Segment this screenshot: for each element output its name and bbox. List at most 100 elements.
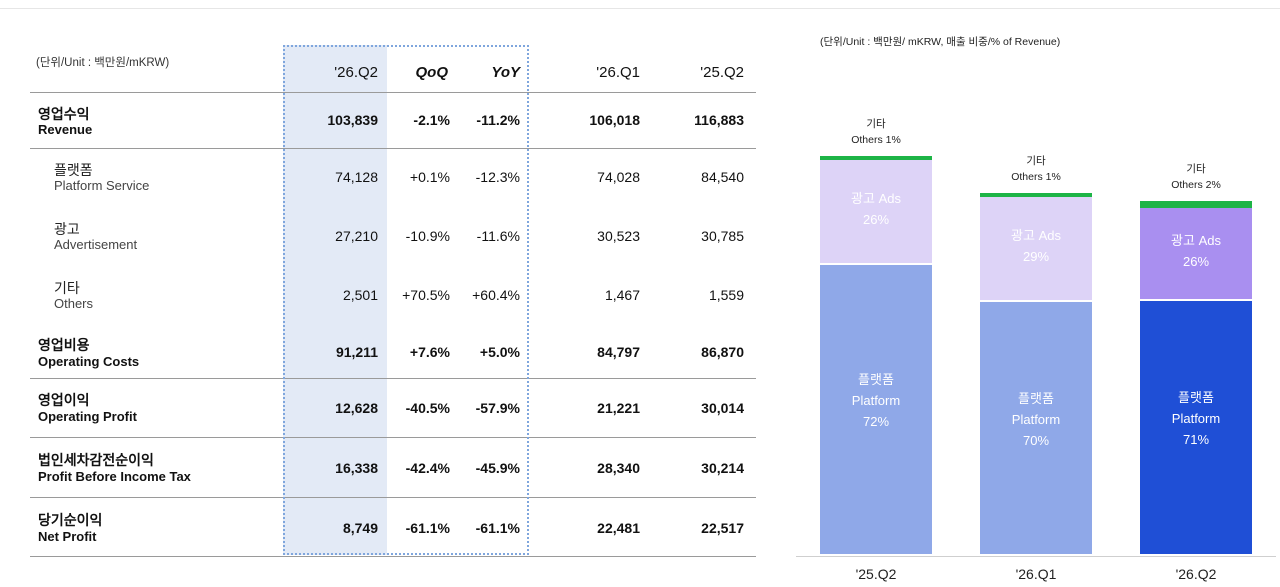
cell-26q2: 8,749 [342,520,378,536]
row-divider [30,148,756,149]
table-row-others: 기타 Others 2,501 +70.5% +60.4% 1,467 1,55… [30,278,756,318]
table-row-advertisement: 광고 Advertisement 27,210 -10.9% -11.6% 30… [30,219,756,259]
table-bottom-divider [30,556,756,557]
cell-yoy: -12.3% [475,169,520,185]
current-quarter-highlight [283,45,387,555]
cell-25q2: 86,870 [701,344,744,360]
bar-segment-ads-2 [1140,207,1252,300]
cell-qoq: +0.1% [409,169,450,185]
table-header: (단위/Unit : 백만원/mKRW) '26.Q2 QoQ YoY '26.… [30,44,756,92]
header-qoq: QoQ [415,64,449,81]
chart-unit-label: (단위/Unit : 백만원/ mKRW, 매출 비중/% of Revenue… [820,36,1061,48]
table-row-net-profit: 당기순이익 Net Profit 8,749 -61.1% -61.1% 22,… [30,510,756,550]
row-label-en: Others [54,296,94,311]
row-label-en: Advertisement [54,237,138,252]
cell-26q1: 28,340 [597,460,640,476]
current-quarter-dotted-box [283,45,529,555]
row-label-ko: 법인세차감전순이익 [38,452,154,468]
cell-25q2: 22,517 [701,520,744,536]
cell-yoy: +5.0% [479,344,520,360]
cell-26q2: 16,338 [335,460,378,476]
bar-label-platform-0: 플랫폼 Platform 72% [851,372,901,430]
bar-segment-platform-2 [1140,301,1252,554]
cell-26q1: 22,481 [597,520,640,536]
cell-yoy: -11.2% [476,112,520,128]
cell-26q1: 106,018 [589,112,640,128]
row-label-ko: 영업비용 [38,337,90,353]
x-axis-label-1: '26.Q1 [1015,566,1057,582]
cell-qoq: -2.1% [413,112,450,128]
bar-segment-others-2 [1140,200,1252,208]
cell-25q2: 30,214 [701,460,744,476]
cell-25q2: 116,883 [694,112,744,128]
cell-26q1: 21,221 [597,400,640,416]
cell-qoq: -42.4% [405,460,450,476]
cell-qoq: +7.6% [409,344,450,360]
header-yoy: YoY [491,64,520,81]
cell-qoq: +70.5% [402,287,450,303]
bar-segment-others-1 [980,192,1092,197]
cell-25q2: 1,559 [708,287,744,303]
bar-label-platform-1: 플랫폼 Platform 70% [1011,390,1061,448]
table-row-operating-costs: 영업비용 Operating Costs 91,211 +7.6% +5.0% … [30,335,756,375]
row-divider [30,378,756,379]
bar-label-others-2: 기타 Others 2% [1171,162,1221,191]
cell-yoy: +60.4% [472,287,520,303]
row-divider [30,497,756,498]
x-axis-label-0: '25.Q2 [855,566,897,582]
cell-26q2: 27,210 [335,228,378,244]
cell-26q2: 74,128 [335,169,378,185]
row-label-ko: 영업수익 [38,106,90,122]
bar-segment-ads-1 [980,196,1092,300]
row-label-ko: 기타 [54,280,80,296]
cell-qoq: -61.1% [405,520,450,536]
row-label-en: Operating Profit [38,409,137,424]
bar-label-others-0: 기타 Others 1% [851,118,901,146]
cell-25q2: 30,785 [701,228,744,244]
cell-26q1: 1,467 [604,287,640,303]
row-label-en: Platform Service [54,178,150,193]
row-label-en: Operating Costs [38,354,140,369]
cell-yoy: -45.9% [475,460,520,476]
bar-label-others-1: 기타 Others 1% [1011,154,1061,183]
header-divider [30,92,756,93]
cell-26q2: 91,211 [335,344,378,360]
cell-yoy: -57.9% [475,400,520,416]
row-label-ko: 영업이익 [38,392,90,408]
header-26q1: '26.Q1 [596,64,640,81]
cell-26q2: 2,501 [342,287,378,303]
bar-label-platform-2: 플랫폼 Platform 71% [1171,390,1221,448]
cell-26q2: 103,839 [327,112,378,128]
header-26q2: '26.Q2 [334,64,378,81]
row-label-en: Profit Before Income Tax [38,469,191,484]
top-divider [0,8,1280,9]
cell-26q1: 30,523 [597,228,640,244]
table-row-operating-profit: 영업이익 Operating Profit 12,628 -40.5% -57.… [30,390,756,430]
cell-26q1: 84,797 [597,344,640,360]
cell-25q2: 84,540 [701,169,744,185]
row-label-en: Revenue [38,122,93,137]
bar-label-ads-2: 광고 Ads 26% [1171,232,1221,269]
table-row-profit-before-tax: 법인세차감전순이익 Profit Before Income Tax 16,33… [30,450,756,490]
cell-yoy: -11.6% [476,228,520,244]
row-divider [30,437,756,438]
cell-qoq: -40.5% [405,400,450,416]
bar-segment-ads-0 [820,160,932,264]
header-25q2: '25.Q2 [700,64,744,81]
cell-qoq: -10.9% [405,228,450,244]
cell-25q2: 30,014 [701,400,744,416]
cell-26q2: 12,628 [335,400,378,416]
row-label-ko: 플랫폼 [54,162,93,178]
bar-segment-platform-0 [820,265,932,554]
cell-yoy: -61.1% [475,520,520,536]
bar-label-ads-0: 광고 Ads 26% [851,191,901,228]
table-row-revenue: 영업수익 Revenue 103,839 -2.1% -11.2% 106,01… [30,102,756,146]
bar-segment-others-0 [820,156,932,161]
cell-26q1: 74,028 [597,169,640,185]
row-label-en: Net Profit [38,529,97,544]
chart-baseline [796,556,1276,557]
row-label-ko: 광고 [54,221,80,237]
row-label-ko: 당기순이익 [38,512,103,528]
bar-label-ads-1: 광고 Ads 29% [1011,227,1061,264]
table-row-platform: 플랫폼 Platform Service 74,128 +0.1% -12.3%… [30,160,756,200]
